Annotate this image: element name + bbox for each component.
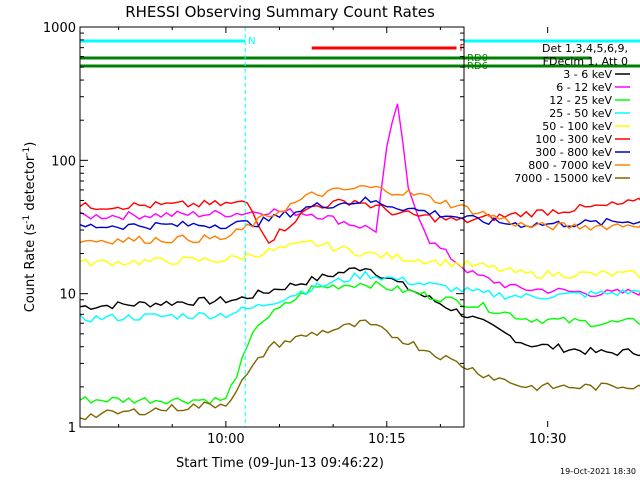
legend-label: 7000 - 15000 keV — [514, 172, 612, 185]
series-line — [79, 196, 640, 231]
x-tick-label: 10:30 — [529, 432, 566, 447]
series-line — [79, 319, 640, 421]
y-tick-label: 10 — [59, 288, 76, 303]
legend-label: 12 - 25 keV — [549, 94, 612, 107]
y-axis-label: Count Rate (s-1 detector-1) — [22, 142, 38, 313]
y-tick-label: 100 — [51, 154, 76, 169]
series-line — [79, 240, 640, 279]
plot-frame — [79, 26, 465, 428]
flag-label: RD6 — [467, 61, 488, 72]
flag-label: F — [459, 43, 465, 54]
series-line — [79, 185, 640, 245]
legend-header-line-1: Det 1,3,4,5,6,9, — [542, 42, 628, 55]
y-tick-label: 1 — [68, 421, 76, 436]
legend-label: 800 - 7000 keV — [528, 159, 612, 172]
legend-header-line-2: FDecim 1, Att 0 — [543, 55, 628, 68]
data-series — [79, 103, 640, 421]
chart-title: RHESSI Observing Summary Count Rates — [125, 3, 435, 21]
legend-label: 3 - 6 keV — [563, 68, 612, 81]
x-tick-label: 10:15 — [368, 432, 405, 447]
timestamp: 19-Oct-2021 18:30 — [560, 467, 636, 476]
flag-label: RD0 — [467, 53, 488, 64]
legend-label: 300 - 800 keV — [535, 146, 612, 159]
y-tick-label: 1000 — [43, 21, 76, 36]
series-line — [79, 280, 640, 405]
series-line — [79, 270, 640, 323]
y-axis-ticks: 1 10 100 1000 — [43, 21, 464, 436]
x-axis-label: Start Time (09-Jun-13 09:46:22) — [176, 456, 384, 471]
legend-label: 100 - 300 keV — [535, 133, 612, 146]
x-tick-label: 10:00 — [207, 432, 244, 447]
legend-label: 6 - 12 keV — [556, 81, 612, 94]
series-line — [79, 267, 640, 357]
legend-label: 50 - 100 keV — [542, 120, 612, 133]
series-line — [79, 197, 640, 245]
legend-label: 25 - 50 keV — [549, 107, 612, 120]
flag-label: N — [248, 36, 255, 47]
saa-markers — [244, 27, 246, 427]
